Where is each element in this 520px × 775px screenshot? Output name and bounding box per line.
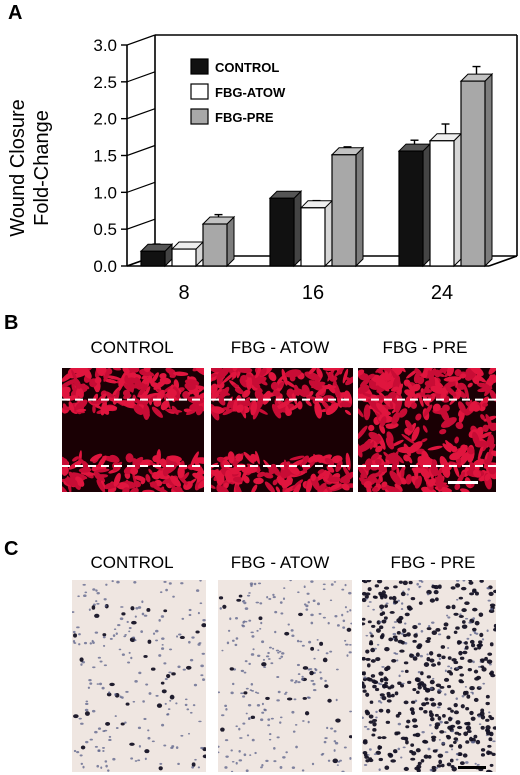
bar: [171, 248, 197, 267]
bar: [140, 250, 166, 267]
panel-b-letter: B: [4, 312, 19, 334]
y-tick-label: 1.5: [93, 147, 117, 166]
y-tick-depth: [126, 144, 156, 157]
legend-swatch: [190, 58, 209, 75]
y-tick-label: 1.0: [93, 183, 117, 202]
fluorescence-image-control: [62, 368, 204, 492]
y-tick-label: 0.5: [93, 220, 117, 239]
y-tick-depth: [126, 181, 156, 193]
legend-label: CONTROL: [215, 60, 279, 75]
panel-a-letter: A: [8, 2, 23, 24]
y-tick-label: 2.5: [93, 73, 117, 92]
bar: [300, 207, 326, 267]
scale-bar-b: [448, 481, 478, 484]
stained-image-fbg-atow: [218, 580, 352, 772]
fluorescence-image-fbg-pre: [358, 368, 496, 492]
bar-side: [293, 190, 302, 268]
y-tick-label: 3.0: [93, 36, 117, 55]
bar-side: [355, 146, 364, 268]
legend-swatch: [190, 108, 209, 125]
panel-c-letter: C: [4, 538, 19, 560]
y-tick-depth: [126, 108, 156, 120]
bar: [269, 197, 295, 267]
bar: [398, 150, 424, 267]
panel-b-label-control: CONTROL: [90, 338, 174, 357]
y-tick-depth: [126, 218, 156, 230]
bar-side: [324, 199, 333, 268]
y-axis-label-line1: Wound Closure: [7, 99, 29, 236]
bar: [460, 80, 486, 267]
bar-chart: 0.0 0.5 1.0 1.5 2.0 2.5 3.0 8 16 24 CONTROL FBG-A…: [7, 34, 518, 304]
bar-side: [484, 72, 493, 268]
legend-swatch: [190, 83, 209, 100]
fluorescence-image-fbg-atow: [211, 368, 353, 492]
bar: [429, 140, 455, 267]
x-tick-label: 8: [178, 282, 189, 304]
y-tick-label: 0.0: [93, 257, 117, 276]
panel-c-label-fbg-atow: FBG - ATOW: [230, 553, 330, 572]
panel-b-label-fbg-atow: FBG - ATOW: [230, 338, 330, 357]
bar: [202, 223, 228, 267]
bar-side: [453, 132, 462, 268]
y-tick-depth: [126, 71, 156, 83]
floor-right-edge: [488, 255, 518, 267]
bar-side: [422, 142, 431, 268]
bar: [331, 154, 357, 267]
bar-side: [226, 215, 235, 268]
panel-c-label-fbg-pre: FBG - PRE: [390, 553, 476, 572]
stained-image-control: [72, 580, 206, 772]
chart-bars: 8 16 24: [139, 65, 494, 304]
scale-bar-c: [458, 766, 486, 769]
y-tick-label: 2.0: [93, 110, 117, 129]
x-tick-label: 16: [302, 282, 324, 304]
chart-legend: CONTROL FBG-ATOW FBG-PRE: [190, 58, 286, 125]
legend-label: FBG-PRE: [215, 110, 274, 125]
x-tick-label: 24: [431, 282, 453, 304]
legend-label: FBG-ATOW: [215, 85, 286, 100]
y-axis-label-line2: Fold-Change: [31, 110, 53, 226]
y-tick-depth: [126, 34, 156, 46]
panel-b-label-fbg-pre: FBG - PRE: [382, 338, 468, 357]
stained-image-fbg-pre: [362, 580, 496, 772]
panel-c-label-control: CONTROL: [90, 553, 174, 572]
